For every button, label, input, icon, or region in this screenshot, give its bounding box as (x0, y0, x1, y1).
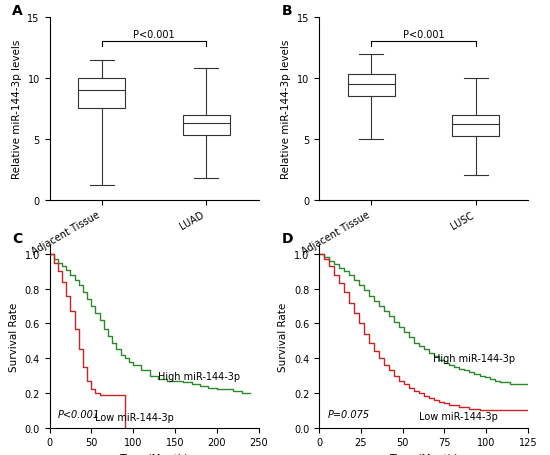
Y-axis label: Survival Rate: Survival Rate (278, 302, 288, 371)
Text: A: A (12, 4, 23, 18)
Text: Low miR-144-3p: Low miR-144-3p (96, 413, 174, 423)
X-axis label: Time (Month): Time (Month) (389, 453, 458, 455)
Text: P<0.001: P<0.001 (403, 30, 444, 40)
Text: Low miR-144-3p: Low miR-144-3p (419, 411, 498, 421)
Text: D: D (282, 231, 293, 245)
PathPatch shape (183, 115, 230, 136)
Text: High miR-144-3p: High miR-144-3p (433, 354, 515, 364)
PathPatch shape (78, 79, 125, 109)
Text: C: C (12, 231, 22, 245)
Text: B: B (282, 4, 292, 18)
Text: P=0.075: P=0.075 (327, 409, 370, 419)
PathPatch shape (452, 115, 499, 137)
Text: P<0.001: P<0.001 (58, 409, 100, 419)
Y-axis label: Relative miR-144-3p levels: Relative miR-144-3p levels (12, 40, 22, 179)
Y-axis label: Survival Rate: Survival Rate (9, 302, 19, 371)
Y-axis label: Relative miR-144-3p levels: Relative miR-144-3p levels (282, 40, 292, 179)
Text: High miR-144-3p: High miR-144-3p (158, 371, 240, 381)
Text: P<0.001: P<0.001 (133, 30, 175, 40)
PathPatch shape (348, 75, 395, 97)
X-axis label: Time (Month): Time (Month) (119, 453, 189, 455)
